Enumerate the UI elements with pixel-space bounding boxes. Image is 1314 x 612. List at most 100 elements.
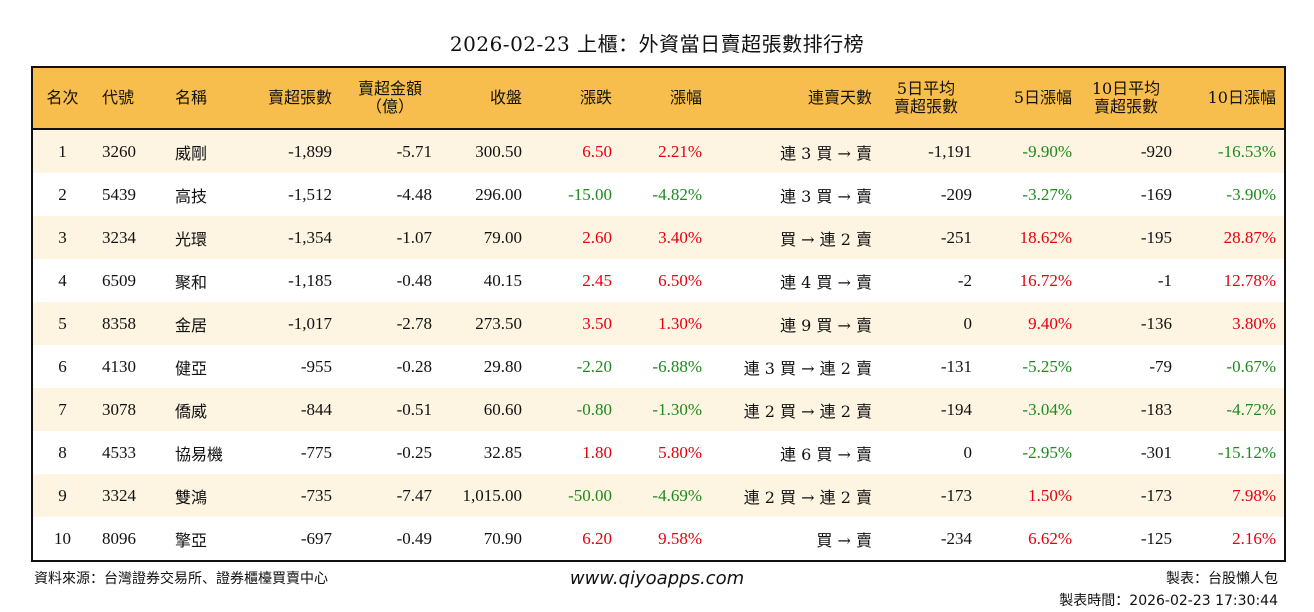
cell-name: 雙鴻 bbox=[175, 487, 208, 507]
cell-net-sell-shares: -1,899 bbox=[288, 141, 332, 161]
cell-change: 2.60 bbox=[582, 227, 612, 247]
cell-avg5-net-sell: -234 bbox=[940, 528, 972, 548]
cell-net-sell-amount: -0.48 bbox=[396, 270, 432, 290]
cell-change: -0.80 bbox=[576, 399, 612, 419]
cell-avg5-net-sell: 0 bbox=[963, 442, 973, 462]
cell-code: 5439 bbox=[102, 184, 136, 204]
cell-close: 29.80 bbox=[483, 356, 522, 376]
cell-streak: 買 → 賣 bbox=[816, 530, 872, 550]
cell-change: -2.20 bbox=[576, 356, 612, 376]
cell-change-pct: 9.58% bbox=[658, 528, 702, 548]
cell-code: 4130 bbox=[102, 356, 136, 376]
cell-name: 擎亞 bbox=[175, 530, 208, 550]
cell-net-sell-shares: -955 bbox=[300, 356, 332, 376]
cell-close: 79.00 bbox=[483, 227, 522, 247]
cell-code: 8358 bbox=[102, 313, 136, 333]
cell-change-pct: 6.50% bbox=[658, 270, 702, 290]
cell-avg10-net-sell: -136 bbox=[1140, 313, 1172, 333]
cell-name: 健亞 bbox=[175, 358, 208, 378]
website-link[interactable]: www.qiyoapps.com bbox=[569, 568, 745, 589]
cell-rank: 2 bbox=[58, 184, 67, 204]
cell-pct10: 2.16% bbox=[1232, 528, 1276, 548]
cell-avg10-net-sell: -79 bbox=[1149, 356, 1172, 376]
cell-change-pct: 1.30% bbox=[658, 313, 702, 333]
cell-rank: 7 bbox=[58, 399, 67, 419]
header-avg10-net-sell: 10日平均 賣超張數 bbox=[1091, 79, 1161, 116]
cell-pct10: -16.53% bbox=[1217, 141, 1276, 161]
cell-change: -15.00 bbox=[568, 184, 612, 204]
cell-close: 273.50 bbox=[475, 313, 522, 333]
header-avg5-net-sell: 5日平均 賣超張數 bbox=[893, 79, 958, 116]
cell-net-sell-shares: -1,512 bbox=[288, 184, 332, 204]
cell-avg5-net-sell: -251 bbox=[940, 227, 972, 247]
cell-pct10: -0.67% bbox=[1226, 356, 1276, 376]
cell-change-pct: -4.82% bbox=[652, 184, 702, 204]
cell-streak: 連 4 買 → 賣 bbox=[780, 272, 872, 292]
cell-pct5: -2.95% bbox=[1022, 442, 1072, 462]
cell-net-sell-shares: -1,185 bbox=[288, 270, 332, 290]
table-header-row: 名次 代號 名稱 賣超張數 賣超金額 （億） 收盤 漲跌 漲幅 連賣天數 5日平均 賣超張數 5日漲… bbox=[32, 67, 1285, 129]
cell-change: 1.80 bbox=[582, 442, 612, 462]
cell-name: 金居 bbox=[175, 315, 208, 335]
cell-code: 3234 bbox=[102, 227, 136, 247]
cell-change-pct: 3.40% bbox=[658, 227, 702, 247]
cell-net-sell-amount: -4.48 bbox=[396, 184, 432, 204]
header-rank: 名次 bbox=[46, 88, 79, 107]
cell-close: 60.60 bbox=[483, 399, 522, 419]
maker-credit: 製表：台股懶人包 bbox=[1166, 571, 1278, 587]
header-pct10: 10日漲幅 bbox=[1207, 88, 1276, 107]
cell-avg10-net-sell: -1 bbox=[1157, 270, 1172, 290]
header-pct5: 5日漲幅 bbox=[1013, 88, 1072, 107]
cell-pct10: -4.72% bbox=[1226, 399, 1276, 419]
cell-avg10-net-sell: -301 bbox=[1140, 442, 1172, 462]
cell-streak: 連 2 買 → 連 2 賣 bbox=[743, 401, 872, 421]
cell-avg5-net-sell: -131 bbox=[940, 356, 972, 376]
cell-net-sell-shares: -1,354 bbox=[288, 227, 332, 247]
cell-rank: 3 bbox=[58, 227, 67, 247]
cell-rank: 5 bbox=[58, 313, 67, 333]
cell-rank: 10 bbox=[54, 528, 71, 548]
cell-code: 3078 bbox=[102, 399, 136, 419]
cell-pct5: 16.72% bbox=[1019, 270, 1072, 290]
data-source: 資料來源：台灣證券交易所、證券櫃檯買賣中心 bbox=[34, 571, 328, 587]
cell-avg10-net-sell: -183 bbox=[1140, 399, 1172, 419]
table-row: 6 4130 健亞 -955 -0.28 29.80 -2.20 -6.88% 連 3 買 → … bbox=[32, 345, 1285, 388]
cell-streak: 連 3 買 → 賣 bbox=[780, 186, 872, 206]
cell-close: 32.85 bbox=[483, 442, 522, 462]
cell-net-sell-shares: -1,017 bbox=[288, 313, 332, 333]
cell-close: 70.90 bbox=[483, 528, 522, 548]
cell-net-sell-amount: -7.47 bbox=[396, 485, 432, 505]
cell-avg5-net-sell: -2 bbox=[957, 270, 972, 290]
cell-streak: 連 6 買 → 賣 bbox=[780, 444, 872, 464]
cell-net-sell-amount: -0.28 bbox=[396, 356, 432, 376]
cell-code: 6509 bbox=[102, 270, 136, 290]
table-row: 7 3078 僑威 -844 -0.51 60.60 -0.80 -1.30% 連 2 買 → … bbox=[32, 388, 1285, 431]
table-row: 8 4533 協易機 -775 -0.25 32.85 1.80 5.80% 連 6 買 → 賣… bbox=[32, 431, 1285, 474]
table-row: 4 6509 聚和 -1,185 -0.48 40.15 2.45 6.50% 連 4 買 → … bbox=[32, 259, 1285, 302]
cell-pct5: -3.04% bbox=[1022, 399, 1072, 419]
header-code: 代號 bbox=[102, 88, 135, 107]
table-row: 1 3260 威剛 -1,899 -5.71 300.50 6.50 2.21% 連 3 買 →… bbox=[32, 129, 1285, 173]
cell-pct10: -3.90% bbox=[1226, 184, 1276, 204]
cell-avg5-net-sell: -1,191 bbox=[928, 141, 972, 161]
cell-close: 300.50 bbox=[475, 141, 522, 161]
cell-close: 40.15 bbox=[483, 270, 522, 290]
cell-rank: 9 bbox=[58, 485, 67, 505]
cell-avg5-net-sell: -194 bbox=[940, 399, 972, 419]
header-streak: 連賣天數 bbox=[807, 88, 872, 107]
table-row: 2 5439 高技 -1,512 -4.48 296.00 -15.00 -4.82% 連 3 … bbox=[32, 173, 1285, 216]
cell-streak: 連 2 買 → 連 2 賣 bbox=[743, 487, 872, 507]
cell-name: 高技 bbox=[175, 186, 208, 206]
cell-pct5: -3.27% bbox=[1022, 184, 1072, 204]
cell-code: 3260 bbox=[102, 141, 136, 161]
cell-name: 協易機 bbox=[175, 444, 224, 464]
cell-net-sell-amount: -0.25 bbox=[396, 442, 432, 462]
cell-pct5: 18.62% bbox=[1019, 227, 1072, 247]
header-net-sell-shares: 賣超張數 bbox=[267, 88, 332, 107]
cell-net-sell-amount: -1.07 bbox=[396, 227, 432, 247]
cell-net-sell-amount: -5.71 bbox=[396, 141, 432, 161]
cell-avg10-net-sell: -169 bbox=[1140, 184, 1172, 204]
table-row: 3 3234 光環 -1,354 -1.07 79.00 2.60 3.40% 買 → 連 2 … bbox=[32, 216, 1285, 259]
cell-name: 聚和 bbox=[175, 272, 208, 292]
cell-pct5: 6.62% bbox=[1028, 528, 1072, 548]
